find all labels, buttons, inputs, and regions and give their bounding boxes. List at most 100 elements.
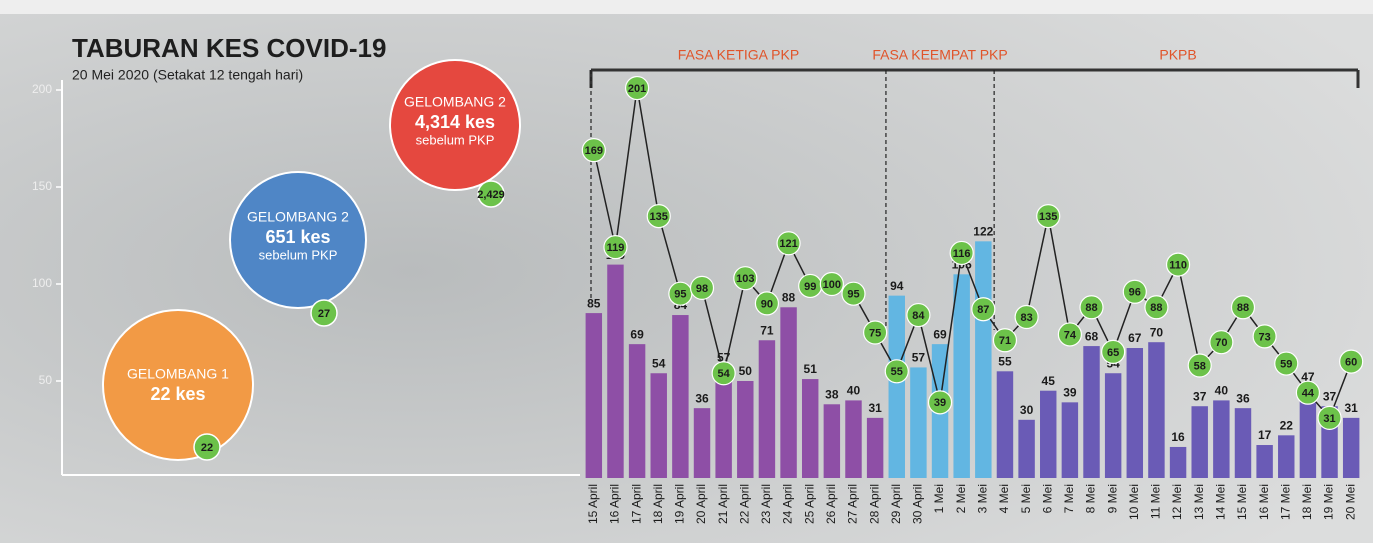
bar-label: 50 — [739, 364, 753, 378]
bar — [672, 315, 688, 478]
bar — [953, 274, 969, 478]
bar-label: 16 — [1171, 430, 1185, 444]
x-tick-label: 16 Mei — [1257, 484, 1271, 520]
line-label: 121 — [779, 238, 797, 250]
line-label: 90 — [761, 298, 773, 310]
x-tick-label: 17 Mei — [1278, 484, 1292, 520]
bar-label: 67 — [1128, 331, 1142, 345]
x-tick-label: 17 April — [629, 484, 643, 524]
chart: TABURAN KES COVID-19 20 Mei 2020 (Setaka… — [0, 0, 1373, 543]
line-label: 116 — [953, 248, 971, 260]
x-tick-label: 30 April — [911, 484, 925, 524]
bar-label: 94 — [890, 279, 904, 293]
x-tick-label: 6 Mei — [1040, 484, 1054, 513]
bar-label: 31 — [868, 401, 882, 415]
line-label: 71 — [999, 335, 1011, 347]
line-label: 95 — [847, 289, 859, 301]
x-tick-label: 2 Mei — [954, 484, 968, 513]
bar — [1083, 346, 1099, 478]
badge-label: 27 — [318, 308, 330, 320]
x-tick-label: 26 April — [824, 484, 838, 524]
wave-label: GELOMBANG 1 — [127, 366, 229, 382]
bar — [824, 404, 840, 478]
y-tick-label: 200 — [32, 82, 52, 96]
bar — [629, 344, 645, 478]
bar-label: 39 — [1063, 386, 1077, 400]
line-label: 119 — [607, 242, 625, 254]
y-tick-label: 100 — [32, 276, 52, 290]
x-tick-label: 5 Mei — [1019, 484, 1033, 513]
x-tick-label: 9 Mei — [1105, 484, 1119, 513]
chart-title: TABURAN KES COVID-19 — [72, 33, 386, 63]
bar — [1040, 391, 1056, 478]
bar — [845, 400, 861, 478]
line-label: 110 — [1169, 260, 1187, 272]
x-tick-label: 27 April — [846, 484, 860, 524]
wave-label: GELOMBANG 2 — [404, 94, 506, 110]
bar-label: 38 — [825, 387, 839, 401]
line-label: 100 — [823, 279, 841, 291]
line-label: 83 — [1020, 312, 1032, 324]
bar-label: 40 — [847, 384, 861, 398]
wave-cases: 4,314 kes — [415, 112, 495, 132]
bar — [759, 340, 775, 478]
x-tick-label: 24 April — [781, 484, 795, 524]
line-label: 88 — [1085, 302, 1097, 314]
bar — [1018, 420, 1034, 478]
bar-label: 45 — [1042, 374, 1056, 388]
line-label: 96 — [1129, 287, 1141, 299]
bar-label: 51 — [804, 362, 818, 376]
bar-label: 22 — [1280, 418, 1294, 432]
line-label: 169 — [585, 145, 603, 157]
bar — [694, 408, 710, 478]
x-tick-label: 19 Mei — [1322, 484, 1336, 520]
line-label: 135 — [650, 211, 668, 223]
line-label: 54 — [718, 368, 731, 380]
x-tick-label: 21 April — [716, 484, 730, 524]
line-label: 60 — [1345, 357, 1357, 369]
line-label: 74 — [1064, 329, 1077, 341]
bar-label: 40 — [1215, 384, 1229, 398]
badge-label: 22 — [201, 442, 213, 454]
line-label: 87 — [977, 304, 989, 316]
x-tick-label: 12 Mei — [1170, 484, 1184, 520]
line-label: 31 — [1323, 413, 1335, 425]
line-label: 44 — [1302, 388, 1315, 400]
bar — [1148, 342, 1164, 478]
line-label: 75 — [869, 327, 881, 339]
wave-note: sebelum PKP — [416, 132, 495, 147]
x-tick-label: 4 Mei — [997, 484, 1011, 513]
bar-label: 37 — [1323, 389, 1337, 403]
bar — [1191, 406, 1207, 478]
x-tick-label: 19 April — [673, 484, 687, 524]
line-label: 65 — [1107, 347, 1119, 359]
bar — [607, 265, 623, 478]
bar-label: 36 — [1236, 391, 1250, 405]
x-tick-label: 15 April — [586, 484, 600, 524]
x-tick-label: 29 April — [889, 484, 903, 524]
bar — [1170, 447, 1186, 478]
line-label: 103 — [736, 273, 754, 285]
bar-label: 88 — [782, 290, 796, 304]
bar-label: 17 — [1258, 428, 1272, 442]
x-tick-label: 20 April — [694, 484, 708, 524]
bar — [867, 418, 883, 478]
bar — [1105, 373, 1121, 478]
line-label: 135 — [1039, 211, 1057, 223]
badge-label: 2,429 — [477, 189, 505, 201]
phase-label: PKPB — [1159, 47, 1196, 63]
bar-label: 71 — [760, 323, 774, 337]
bar — [1127, 348, 1143, 478]
x-tick-label: 25 April — [802, 484, 816, 524]
line-label: 98 — [696, 283, 708, 295]
x-tick-label: 18 Mei — [1300, 484, 1314, 520]
bar-label: 69 — [630, 327, 644, 341]
x-tick-label: 7 Mei — [1062, 484, 1076, 513]
line-label: 58 — [1194, 360, 1206, 372]
bar-label: 70 — [1150, 325, 1164, 339]
wave-cases: 651 kes — [265, 227, 330, 247]
bar — [586, 313, 602, 478]
bar — [651, 373, 667, 478]
phase-label: FASA KEEMPAT PKP — [872, 47, 1007, 63]
y-tick-label: 150 — [32, 179, 52, 193]
